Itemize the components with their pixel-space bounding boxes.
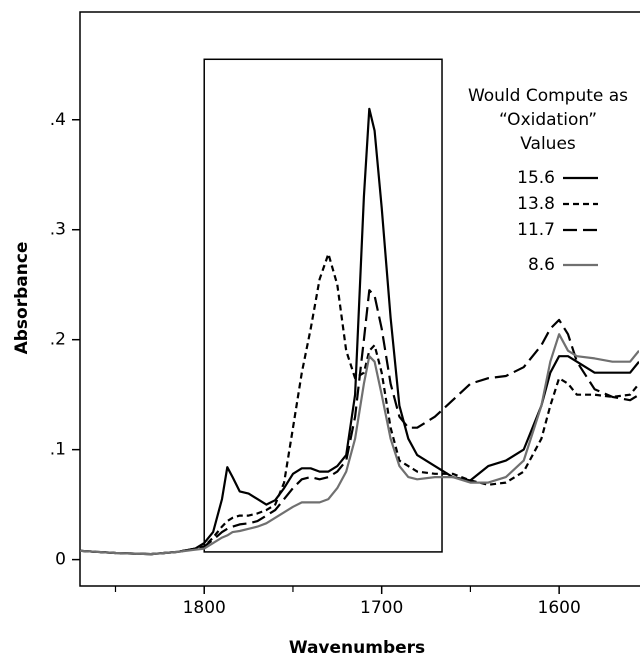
y-axis-label: Absorbance	[12, 242, 32, 355]
x-tick-label: 1600	[538, 598, 581, 618]
legend-label: 11.7	[517, 220, 555, 240]
legend-title: Would Compute as	[468, 86, 628, 106]
legend-title: Values	[520, 134, 576, 154]
y-tick-label: .3	[50, 220, 66, 240]
series-line	[80, 333, 639, 556]
legend-title: “Oxidation”	[499, 110, 597, 130]
legend-label: 15.6	[517, 168, 555, 188]
x-tick-label: 1700	[360, 598, 403, 618]
legend-label: 13.8	[517, 194, 555, 214]
highlight-box	[203, 58, 443, 553]
series-line	[80, 107, 639, 556]
y-tick-label: 0	[55, 550, 66, 570]
series-line	[80, 289, 639, 556]
series-line	[80, 252, 639, 556]
x-tick-label: 1800	[183, 598, 226, 618]
y-tick-label: .4	[50, 110, 66, 130]
x-axis-label: Wavenumbers	[289, 638, 425, 658]
y-tick-label: .2	[50, 330, 66, 350]
legend-label: 8.6	[528, 255, 555, 275]
y-tick-label: .1	[50, 440, 66, 460]
plot-frame	[79, 11, 640, 587]
